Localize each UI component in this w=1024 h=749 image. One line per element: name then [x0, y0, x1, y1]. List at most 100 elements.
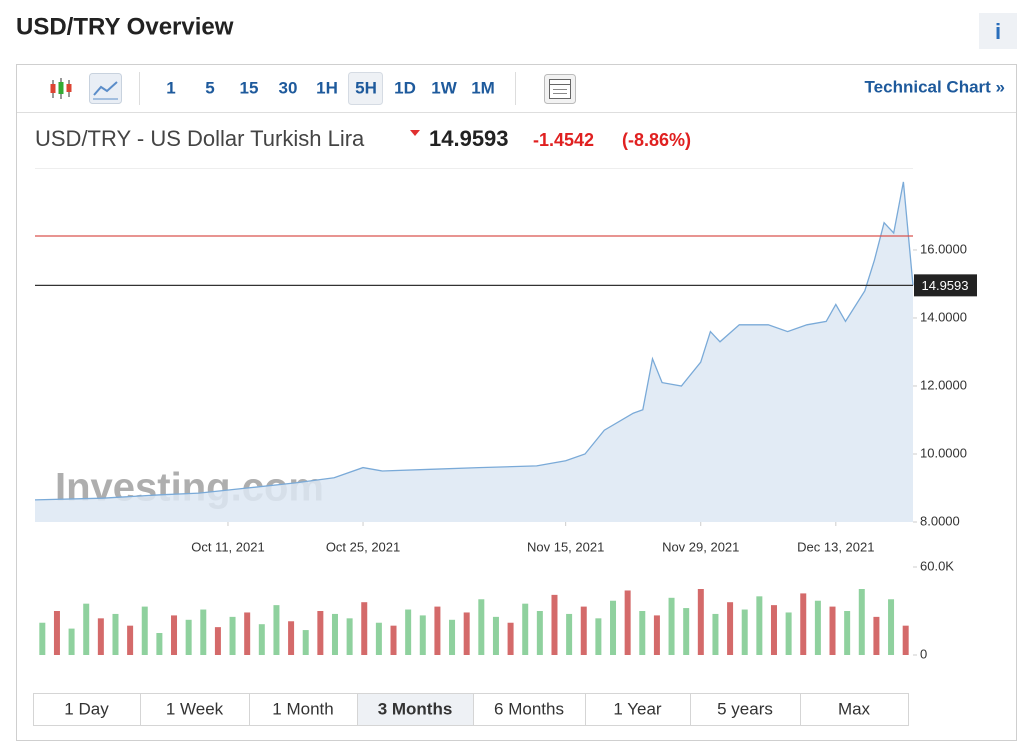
volume-bar	[536, 611, 543, 655]
range-button-label: 6 Months	[494, 699, 564, 718]
icon-part	[93, 81, 118, 96]
range-button[interactable]: 1 Week	[140, 693, 250, 726]
interval-button[interactable]: 1M	[471, 78, 495, 97]
panel-border	[16, 64, 1017, 741]
interval-button[interactable]: 1W	[431, 78, 457, 97]
range-button[interactable]: Max	[800, 693, 909, 726]
x-tick-label: Oct 11, 2021	[191, 539, 264, 554]
volume-bar	[551, 594, 558, 655]
volume-bar	[668, 597, 675, 655]
icon-part	[58, 82, 64, 94]
volume-bar	[814, 600, 821, 655]
interval-label: 5	[205, 78, 214, 97]
volume-tick-label: 60.0K	[920, 558, 954, 573]
range-button[interactable]: 6 Months	[473, 693, 586, 726]
interval-button[interactable]: 1	[166, 78, 175, 97]
range-button-bg	[140, 693, 250, 726]
volume-bar	[97, 618, 104, 655]
volume-bar	[112, 613, 119, 655]
x-tick-label: Nov 29, 2021	[662, 539, 739, 554]
x-tick-label: Oct 25, 2021	[326, 539, 400, 554]
volume-bar	[302, 630, 309, 655]
instrument-name: USD/TRY - US Dollar Turkish Lira	[35, 126, 365, 151]
price-area	[35, 181, 913, 522]
volume-bar	[741, 609, 748, 655]
volume-bar	[390, 625, 397, 655]
x-tick-label: Dec 13, 2021	[797, 539, 874, 554]
range-button[interactable]: 1 Month	[249, 693, 358, 726]
page-title: USD/TRY Overview	[16, 13, 234, 40]
volume-bar	[478, 599, 485, 655]
info-bg	[979, 13, 1017, 49]
y-tick-label: 10.0000	[920, 445, 967, 460]
volume-bar	[595, 618, 602, 655]
volume-bar	[127, 625, 134, 655]
volume-bar	[785, 612, 792, 655]
range-button-bg	[357, 693, 474, 726]
interval-button[interactable]: 15	[240, 78, 259, 97]
volume-bar	[610, 600, 617, 655]
volume-bar	[331, 613, 338, 655]
range-button-bg	[800, 693, 909, 726]
price-tag: 14.9593	[922, 278, 969, 293]
volume-bar	[361, 602, 368, 655]
volume-bar	[156, 633, 163, 655]
table-button[interactable]	[544, 74, 576, 104]
range-button-label: 3 Months	[378, 699, 453, 718]
volume-bar	[258, 624, 265, 655]
volume-bar	[566, 613, 573, 655]
interval-button[interactable]: 1H	[316, 78, 338, 97]
range-button-label: Max	[838, 699, 871, 718]
volume-bar	[375, 622, 382, 655]
volume-bar	[141, 606, 148, 655]
y-tick-label: 8.0000	[920, 513, 960, 528]
price-change: -1.4542	[533, 130, 594, 150]
interval-label: 1H	[316, 78, 338, 97]
range-button[interactable]: 5 years	[690, 693, 801, 726]
range-button[interactable]: 1 Year	[585, 693, 691, 726]
range-button-label: 1 Year	[613, 699, 662, 718]
volume-bar	[419, 615, 426, 655]
interval-button[interactable]: 5	[205, 78, 214, 97]
volume-bar	[449, 619, 456, 655]
y-tick-label: 12.0000	[920, 377, 967, 392]
volume-bar	[288, 621, 295, 655]
volume-bar	[683, 608, 690, 655]
range-button[interactable]: 3 Months	[357, 693, 474, 726]
line-button[interactable]	[89, 73, 122, 104]
volume-bar	[727, 602, 734, 655]
volume-bar	[697, 589, 704, 655]
icon-bg	[89, 73, 122, 104]
range-button[interactable]: 1 Day	[33, 693, 141, 726]
volume-bar	[200, 609, 207, 655]
interval-label: 1	[166, 78, 175, 97]
chart: Investing.com8.000010.000012.000014.0000…	[34, 168, 977, 661]
range-button-label: 1 Week	[166, 699, 224, 718]
volume-bar	[580, 606, 587, 655]
y-tick-label: 14.0000	[920, 309, 967, 324]
volume-bar	[185, 619, 192, 655]
volume-bar	[858, 589, 865, 655]
volume-bar	[229, 616, 236, 655]
range-bar: 1 Day 1 Week 1 Month 3 Months 6 Months 1 Year…	[33, 693, 909, 726]
volume-bar	[653, 615, 660, 655]
icon-part	[66, 84, 72, 92]
volume-bar	[770, 605, 777, 655]
candle-button[interactable]	[50, 78, 72, 99]
technical-chart-link[interactable]: Technical Chart »	[865, 77, 1005, 96]
volume-bar	[624, 590, 631, 655]
interval-button[interactable]: 30	[279, 78, 298, 97]
volume-bar	[83, 603, 90, 655]
volume-bar	[463, 612, 470, 655]
info-button[interactable]: i	[979, 13, 1017, 49]
range-button-label: 1 Month	[272, 699, 333, 718]
volume-bar	[434, 606, 441, 655]
y-tick-label: 16.0000	[920, 241, 967, 256]
interval-label: 1M	[471, 78, 495, 97]
interval-button[interactable]: 1D	[394, 78, 416, 97]
interval-button[interactable]: 5H	[348, 72, 383, 105]
down-arrow	[410, 130, 420, 136]
volume-bar	[522, 603, 529, 655]
volume-bar	[756, 596, 763, 655]
